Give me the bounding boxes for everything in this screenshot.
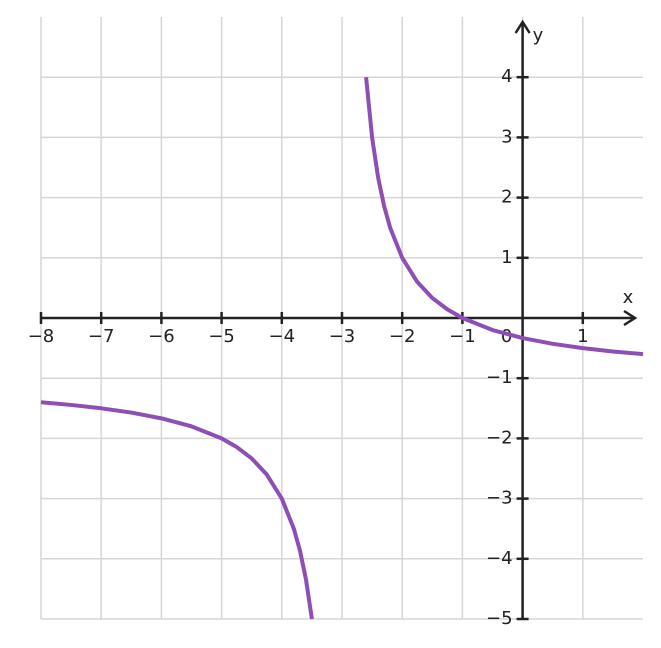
y-tick-label: 4 <box>501 66 512 87</box>
x-tick-label: −4 <box>269 326 296 347</box>
axes <box>39 19 638 621</box>
x-tick-label: −2 <box>389 326 416 347</box>
x-tick-label: 0 <box>501 326 512 347</box>
curve <box>40 77 644 620</box>
grid <box>40 17 643 620</box>
x-tick-label: −1 <box>449 326 476 347</box>
y-tick-label: 1 <box>501 247 512 268</box>
y-tick-label: −2 <box>486 427 513 448</box>
x-axis-arrow <box>623 309 638 327</box>
x-axis-label: x <box>623 287 634 308</box>
x-tick-label: −3 <box>329 326 356 347</box>
y-tick-label: −4 <box>486 548 513 569</box>
y-tick-label: 2 <box>501 187 512 208</box>
x-tick-label: 1 <box>577 326 588 347</box>
y-tick-label: 3 <box>501 126 512 147</box>
x-tick-label: −6 <box>148 326 175 347</box>
x-tick-label: −7 <box>88 326 115 347</box>
x-tick-label: −5 <box>208 326 235 347</box>
y-tick-label: −3 <box>486 488 513 509</box>
y-axis-arrow <box>514 19 531 34</box>
y-axis-label: y <box>533 25 544 46</box>
x-tick-label: −8 <box>28 326 55 347</box>
y-tick-label: −5 <box>486 608 513 629</box>
y-tick-label: −1 <box>486 367 513 388</box>
